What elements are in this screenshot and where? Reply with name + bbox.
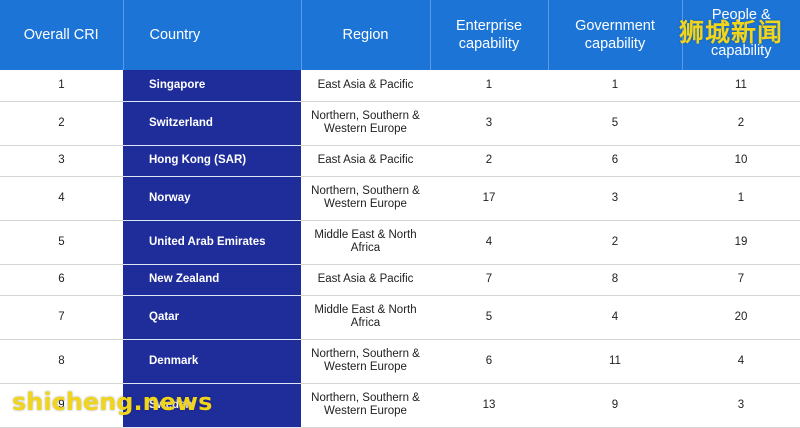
cell-country: Qatar [123, 295, 301, 340]
cell-enterprise: 13 [430, 383, 548, 428]
table-row: 4 Norway Northern, Southern & Western Eu… [0, 176, 800, 221]
cell-rank: 9 [0, 383, 123, 428]
cell-region: East Asia & Pacific [301, 70, 430, 102]
table-row: 7 Qatar Middle East & North Africa 5 4 2… [0, 295, 800, 340]
cell-people: 7 [682, 264, 800, 296]
cell-government: 9 [548, 383, 682, 428]
watermark-site-name: shicheng.news [12, 388, 213, 416]
cell-rank: 5 [0, 220, 123, 265]
cell-region: Middle East & North Africa [301, 295, 430, 340]
watermark-chinese-logo: 狮城新闻 [679, 18, 784, 47]
header-people-capability: People & capability [681, 0, 800, 70]
table-row: 1 Singapore East Asia & Pacific 1 1 11 [0, 70, 800, 102]
header-government-capability: Government capability [547, 0, 682, 70]
cell-country: Norway [123, 176, 301, 221]
table-row: 5 United Arab Emirates Middle East & Nor… [0, 220, 800, 265]
header-country: Country [122, 0, 301, 70]
cell-rank: 3 [0, 145, 123, 177]
cell-region: Northern, Southern & Western Europe [301, 176, 430, 221]
cell-rank: 1 [0, 70, 123, 102]
cell-people: 10 [682, 145, 800, 177]
table-row: 6 New Zealand East Asia & Pacific 7 8 7 [0, 264, 800, 296]
cell-enterprise: 5 [430, 295, 548, 340]
cell-rank: 6 [0, 264, 123, 296]
cell-government: 3 [548, 176, 682, 221]
cell-country: Sweden [123, 383, 301, 428]
cell-rank: 4 [0, 176, 123, 221]
table-row: 9 Sweden Northern, Southern & Western Eu… [0, 383, 800, 428]
cell-government: 11 [548, 339, 682, 384]
cell-people: 1 [682, 176, 800, 221]
cell-enterprise: 17 [430, 176, 548, 221]
cell-country: Hong Kong (SAR) [123, 145, 301, 177]
cell-region: East Asia & Pacific [301, 264, 430, 296]
cell-people: 2 [682, 101, 800, 146]
cell-rank: 7 [0, 295, 123, 340]
cell-country: New Zealand [123, 264, 301, 296]
table-row: 2 Switzerland Northern, Southern & Weste… [0, 101, 800, 146]
cell-region: Northern, Southern & Western Europe [301, 101, 430, 146]
cell-people: 3 [682, 383, 800, 428]
cell-region: Northern, Southern & Western Europe [301, 383, 430, 428]
table-row: 3 Hong Kong (SAR) East Asia & Pacific 2 … [0, 145, 800, 177]
cell-country: Singapore [123, 70, 301, 102]
cell-enterprise: 1 [430, 70, 548, 102]
cell-enterprise: 3 [430, 101, 548, 146]
cell-people: 19 [682, 220, 800, 265]
table-header-row: Overall CRI Country Region Enterprise ca… [0, 0, 800, 70]
cell-government: 5 [548, 101, 682, 146]
cell-government: 2 [548, 220, 682, 265]
cell-country: Denmark [123, 339, 301, 384]
cell-region: Northern, Southern & Western Europe [301, 339, 430, 384]
header-enterprise-capability: Enterprise capability [429, 0, 548, 70]
cell-government: 8 [548, 264, 682, 296]
cell-region: Middle East & North Africa [301, 220, 430, 265]
cell-government: 6 [548, 145, 682, 177]
cell-enterprise: 2 [430, 145, 548, 177]
table-row: 8 Denmark Northern, Southern & Western E… [0, 339, 800, 384]
cell-government: 1 [548, 70, 682, 102]
cell-rank: 8 [0, 339, 123, 384]
cell-people: 4 [682, 339, 800, 384]
cell-country: United Arab Emirates [123, 220, 301, 265]
cell-enterprise: 4 [430, 220, 548, 265]
header-overall-cri: Overall CRI [0, 0, 123, 70]
cell-people: 11 [682, 70, 800, 102]
cell-enterprise: 6 [430, 339, 548, 384]
cell-rank: 2 [0, 101, 123, 146]
header-region: Region [300, 0, 430, 70]
cell-people: 20 [682, 295, 800, 340]
cell-region: East Asia & Pacific [301, 145, 430, 177]
cell-country: Switzerland [123, 101, 301, 146]
cell-government: 4 [548, 295, 682, 340]
cell-enterprise: 7 [430, 264, 548, 296]
